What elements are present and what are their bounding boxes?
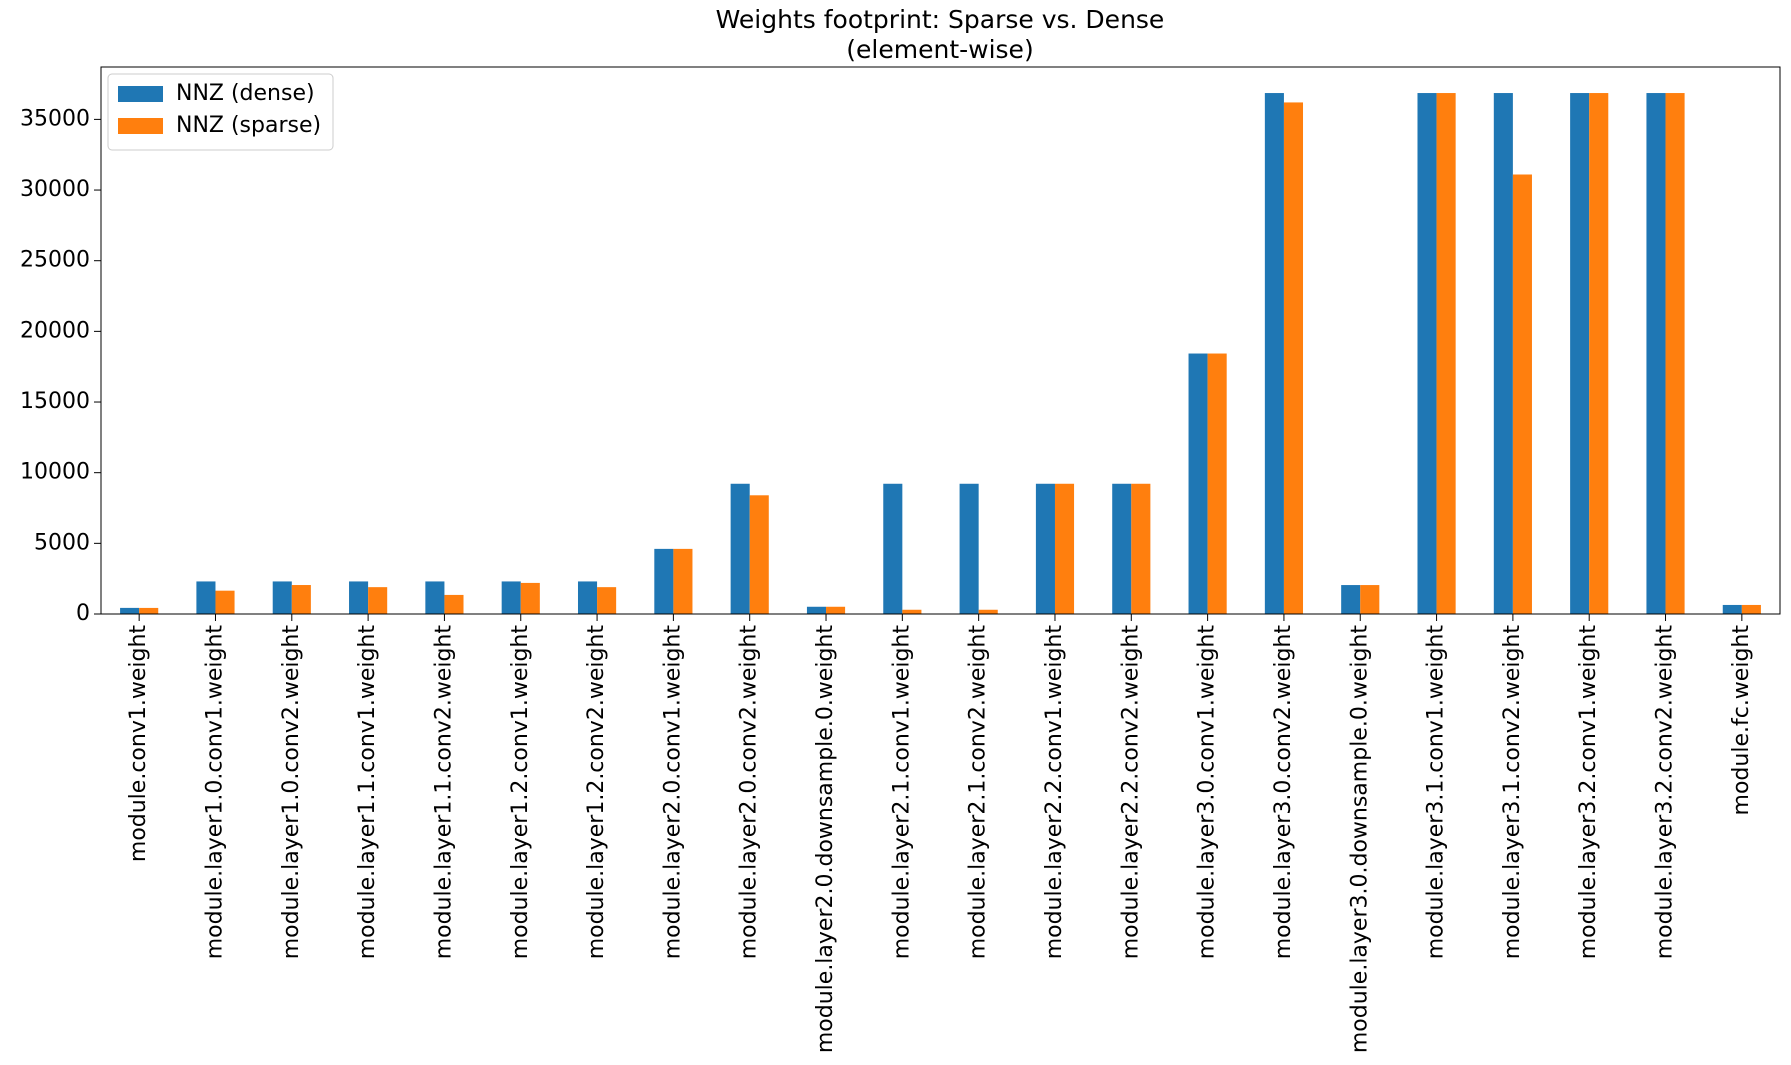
y-tick-label: 30000 (20, 177, 90, 202)
bar (1341, 585, 1361, 614)
y-tick-label: 35000 (20, 106, 90, 131)
bar (1665, 93, 1685, 615)
bar (654, 548, 674, 614)
legend-swatch (118, 118, 163, 134)
bar (902, 609, 922, 614)
legend-swatch (118, 86, 163, 102)
bar (1112, 483, 1132, 614)
chart-subtitle: (element-wise) (846, 35, 1033, 64)
legend-label: NNZ (sparse) (176, 113, 321, 138)
bar (826, 606, 846, 614)
bar (1417, 93, 1437, 615)
y-tick-label: 15000 (20, 389, 90, 414)
bar (291, 585, 311, 614)
bar (196, 581, 216, 614)
x-tick-label: module.layer3.1.conv1.weight (1424, 625, 1449, 960)
bar (368, 587, 388, 614)
x-tick-label: module.layer2.1.conv1.weight (889, 625, 914, 960)
x-tick-label: module.layer2.0.conv2.weight (737, 625, 762, 960)
bar (1035, 483, 1055, 614)
x-tick-label: module.layer2.0.conv1.weight (660, 625, 685, 960)
plot-frame (100, 66, 1781, 615)
bar (806, 606, 827, 614)
bar (139, 607, 159, 614)
x-tick-label: module.layer3.2.conv1.weight (1576, 625, 1601, 960)
bar (1570, 93, 1590, 615)
x-tick-label: module.layer1.1.conv1.weight (355, 625, 380, 960)
bar (1207, 353, 1227, 614)
y-tick-label: 5000 (34, 530, 90, 555)
bar (215, 590, 235, 614)
x-tick-label: module.layer3.0.downsample.0.weight (1347, 625, 1372, 1053)
bar (349, 581, 369, 614)
bar (1646, 93, 1666, 615)
bar (978, 609, 998, 614)
bar (1722, 604, 1742, 614)
x-tick-label: module.layer3.1.conv2.weight (1500, 625, 1525, 960)
bar (520, 582, 540, 614)
bar (577, 581, 598, 614)
x-tick-label: module.fc.weight (1729, 625, 1754, 816)
bar (1589, 93, 1609, 615)
y-tick-label: 10000 (20, 460, 90, 485)
bar (501, 581, 521, 614)
bar (749, 495, 769, 614)
bar (1283, 102, 1304, 614)
bar (1264, 93, 1284, 615)
bar (1054, 483, 1075, 614)
x-tick-label: module.conv1.weight (126, 625, 151, 862)
bar (1188, 353, 1208, 614)
bar (444, 594, 464, 614)
chart-title: Weights footprint: Sparse vs. Dense (716, 5, 1165, 34)
x-tick-label: module.layer2.2.conv2.weight (1118, 625, 1143, 960)
x-tick-label: module.layer3.0.conv2.weight (1271, 625, 1296, 960)
x-tick-label: module.layer3.0.conv1.weight (1195, 625, 1220, 960)
bar (1493, 93, 1513, 615)
bar (959, 483, 979, 614)
x-tick-label: module.layer1.0.conv1.weight (202, 625, 227, 960)
bar (597, 587, 617, 614)
bar (883, 483, 903, 614)
legend-box (107, 73, 334, 151)
bar (425, 581, 445, 614)
bar (730, 483, 750, 614)
y-tick-label: 0 (76, 601, 90, 626)
x-tick-label: module.layer1.1.conv2.weight (431, 625, 456, 960)
x-tick-label: module.layer2.2.conv1.weight (1042, 625, 1067, 960)
y-tick-label: 25000 (20, 248, 90, 273)
bar (1131, 483, 1151, 614)
bar (120, 607, 140, 614)
x-tick-label: module.layer1.0.conv2.weight (279, 625, 304, 960)
bar (673, 548, 693, 614)
y-tick-label: 20000 (20, 318, 90, 343)
bar (272, 581, 292, 614)
x-tick-label: module.layer2.1.conv2.weight (966, 625, 991, 960)
bar (1512, 174, 1532, 615)
bar (1360, 585, 1380, 614)
x-tick-label: module.layer2.0.downsample.0.weight (813, 625, 838, 1053)
legend-label: NNZ (dense) (176, 81, 315, 106)
bar (1436, 93, 1456, 615)
x-tick-label: module.layer3.2.conv2.weight (1653, 625, 1678, 960)
bar (1741, 604, 1761, 614)
x-tick-label: module.layer1.2.conv1.weight (508, 625, 533, 960)
x-tick-label: module.layer1.2.conv2.weight (584, 625, 609, 960)
